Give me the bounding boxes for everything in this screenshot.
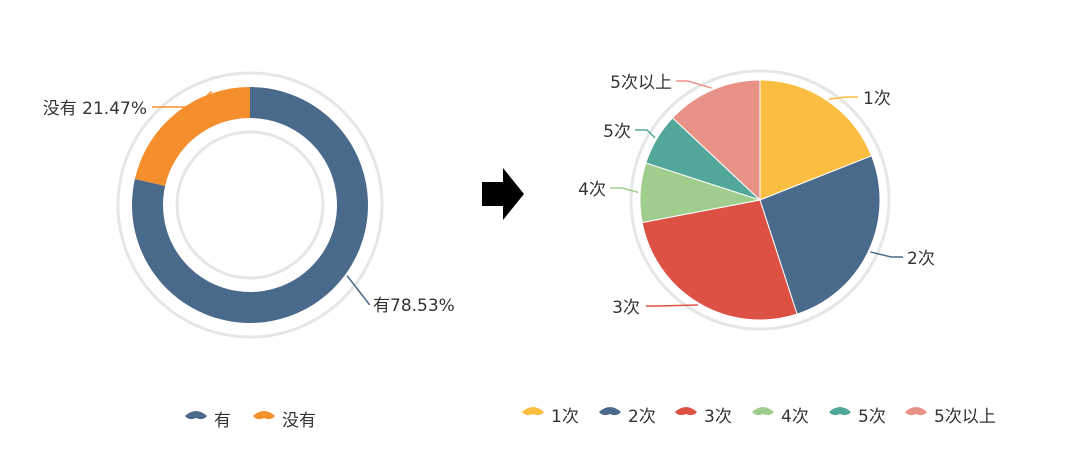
pie-slice-2 [641, 199, 798, 321]
donut-data-label-1: 没有 21.47% [43, 99, 147, 119]
donut-legend-label-1: 没有 [282, 411, 316, 431]
pie-leader-line-3 [610, 187, 639, 194]
donut-slices [131, 87, 368, 323]
legend-icon-0 [185, 411, 207, 420]
pie-legend-label-3: 4次 [781, 407, 809, 427]
pie-leader-line-1 [870, 251, 903, 258]
legend-icon-pie-4 [829, 407, 851, 416]
donut-chart: 有78.53% 没有 21.47% 有 没有 [43, 71, 455, 431]
pie-chart: 1次 2次 3次 4次 5次 5次以上 1次 2次 3次 4次 5次 5次以上 [522, 69, 996, 427]
pie-slice-0 [759, 79, 873, 201]
pie-legend-label-1: 2次 [628, 407, 656, 427]
donut-data-label-0: 有78.53% [373, 296, 455, 316]
pie-data-label-1: 2次 [907, 249, 935, 269]
pie-data-label-0: 1次 [863, 89, 891, 109]
pie-leader-line-0 [828, 96, 858, 100]
legend-icon-pie-0 [522, 407, 544, 416]
donut-labels: 有78.53% 没有 21.47% [43, 90, 455, 316]
donut-leader-line-1 [152, 90, 213, 108]
legend-icon-pie-1 [599, 407, 621, 416]
pie-leader-line-5 [676, 80, 712, 89]
donut-leader-line-0 [346, 275, 371, 305]
donut-legend: 有 没有 [185, 411, 316, 431]
donut-slice-1 [134, 87, 250, 186]
pie-slices [639, 79, 881, 321]
legend-icon-pie-5 [905, 407, 927, 416]
legend-icon-pie-3 [752, 407, 774, 416]
pie-labels: 1次 2次 3次 4次 5次 5次以上 [578, 73, 935, 318]
right-arrow-icon [482, 168, 524, 220]
pie-leader-line-4 [635, 129, 656, 139]
pie-leader-line-2 [646, 304, 698, 307]
pie-legend-label-5: 5次以上 [934, 407, 996, 427]
donut-legend-label-0: 有 [214, 411, 231, 431]
pie-legend-label-2: 3次 [704, 407, 732, 427]
donut-outer-ring [116, 71, 384, 339]
donut-inner-ring [175, 130, 325, 280]
pie-data-label-3: 4次 [578, 180, 606, 200]
legend-icon-pie-2 [675, 407, 697, 416]
pie-slice-1 [759, 155, 881, 315]
pie-data-label-4: 5次 [603, 122, 631, 142]
legend-icon-1 [253, 411, 275, 420]
pie-legend-label-4: 5次 [858, 407, 886, 427]
pie-outer-ring [629, 69, 891, 331]
pie-legend: 1次 2次 3次 4次 5次 5次以上 [522, 407, 996, 427]
pie-legend-label-0: 1次 [551, 407, 579, 427]
pie-slice-5 [671, 79, 761, 202]
pie-data-label-2: 3次 [612, 298, 640, 318]
pie-data-label-5: 5次以上 [610, 73, 672, 93]
